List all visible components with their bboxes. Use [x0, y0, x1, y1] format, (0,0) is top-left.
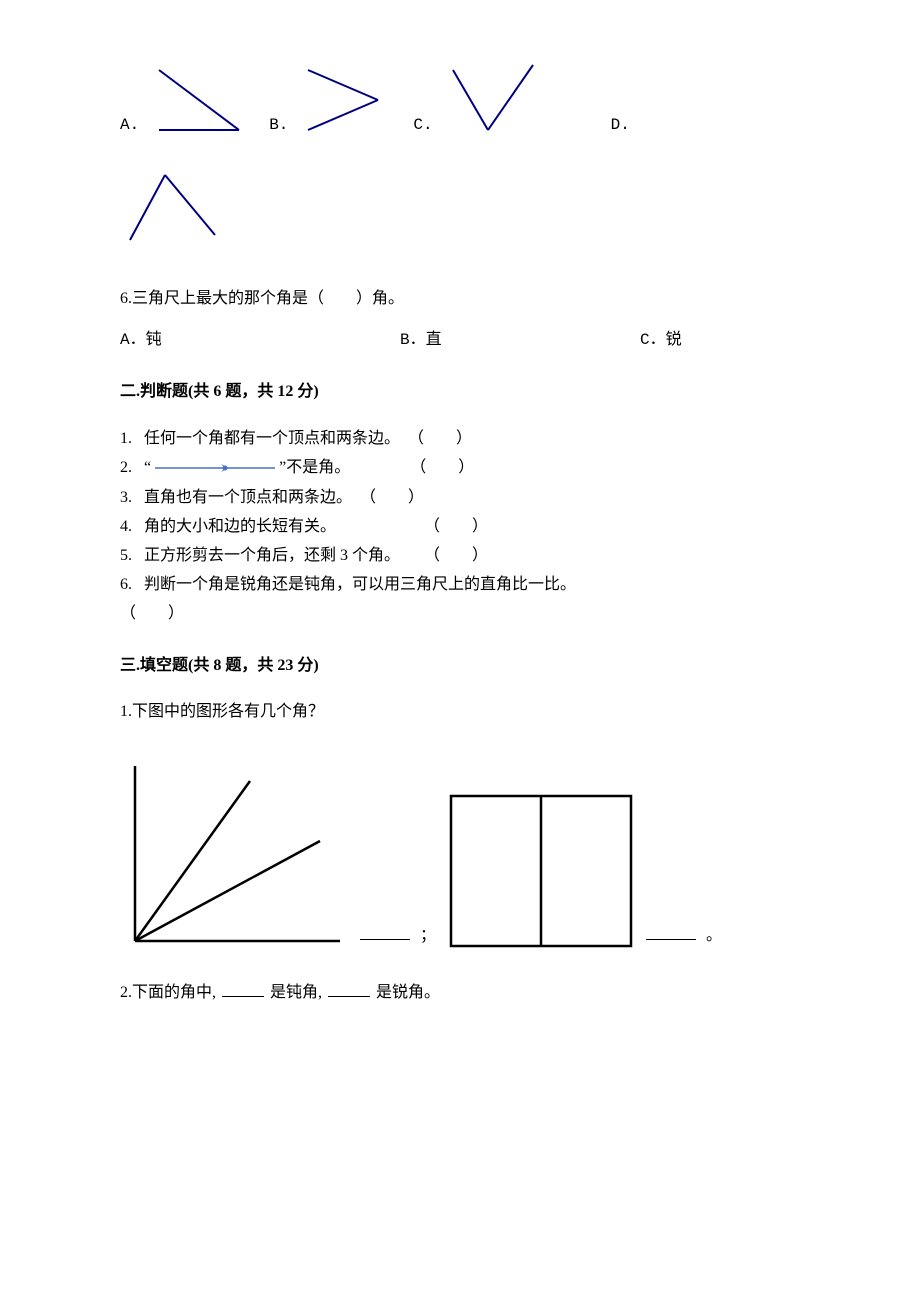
fill-q1-blank-2: [646, 922, 696, 951]
q5-options-row: A. B. C. D.: [120, 60, 800, 140]
angle-c-icon: [443, 60, 543, 140]
judge-3-num: 3.: [120, 484, 144, 511]
judge-6-num: 6.: [120, 571, 144, 598]
judge-item-6: 6. 判断一个角是锐角还是钝角，可以用三角尺上的直角比一比。 （ ）: [120, 571, 800, 627]
judge-2-prefix: “: [144, 454, 151, 481]
fill-q2-blank-2: [328, 981, 370, 997]
angle-a-icon: [149, 60, 249, 140]
rect-figure-2-icon: [446, 791, 636, 951]
q5-opt-d-label: D.: [611, 111, 630, 140]
fill-q2-prefix: 2.下面的角中,: [120, 984, 216, 1001]
q5-option-c: C.: [413, 60, 542, 140]
q6-options: A．钝 B．直 C．锐: [120, 326, 800, 355]
judge-item-1: 1. 任何一个角都有一个顶点和两条边。 （ ）: [120, 425, 800, 452]
fill-q1-blank-1: [360, 922, 410, 951]
section3-header: 三.填空题(共 8 题，共 23 分): [120, 652, 800, 681]
q6-opt-a: A．钝: [120, 326, 400, 355]
q6-opt-c: C．锐: [640, 326, 800, 355]
judge-3-paren: （ ）: [360, 484, 424, 511]
q5-opt-b-label: B.: [269, 111, 288, 140]
q5-option-b: B.: [269, 60, 393, 140]
judge-5-text: 正方形剪去一个角后，还剩 3 个角。: [144, 542, 400, 569]
judge-4-text: 角的大小和边的长短有关。: [144, 513, 336, 540]
judge-item-5: 5. 正方形剪去一个角后，还剩 3 个角。 （ ）: [120, 542, 800, 569]
judge-1-num: 1.: [120, 425, 144, 452]
judge-2-num: 2.: [120, 454, 144, 481]
fill-q1-figures: ； 。: [120, 751, 800, 951]
q5-opt-a-label: A.: [120, 111, 139, 140]
angle-d-icon: [120, 160, 230, 250]
judge-item-2: 2. “ ”不是角。 （ ）: [120, 454, 800, 481]
q5-option-a: A.: [120, 60, 249, 140]
q6-text: 6.三角尺上最大的那个角是（ ）角。: [120, 285, 800, 314]
fill-q1-end: 。: [706, 922, 722, 951]
fill-q1-text: 1.下图中的图形各有几个角？: [120, 698, 800, 727]
section2-header: 二.判断题(共 6 题，共 12 分): [120, 378, 800, 407]
judge-2-paren: （ ）: [410, 454, 474, 481]
fill-q2-blank-1: [222, 981, 264, 997]
judge-2-suffix: ”不是角。: [279, 454, 350, 481]
angle-b-icon: [298, 60, 393, 140]
judge-4-paren: （ ）: [424, 513, 488, 540]
q5-option-d-label-only: D.: [611, 111, 630, 140]
judge-item-4: 4. 角的大小和边的长短有关。 （ ）: [120, 513, 800, 540]
judge-3-text: 直角也有一个顶点和两条边。: [144, 484, 352, 511]
judge-4-num: 4.: [120, 513, 144, 540]
judge-6-text: 判断一个角是锐角还是钝角，可以用三角尺上的直角比一比。: [144, 571, 576, 598]
judge-1-paren: （ ）: [408, 425, 472, 452]
q6-opt-b: B．直: [400, 326, 640, 355]
angles-figure-1-icon: [120, 751, 350, 951]
judge-6-paren: （ ）: [120, 600, 184, 627]
judge-5-paren: （ ）: [424, 542, 488, 569]
judge-item-3: 3. 直角也有一个顶点和两条边。 （ ）: [120, 484, 800, 511]
fill-q2-mid2: 是锐角。: [376, 984, 440, 1001]
q5-opt-c-label: C.: [413, 111, 432, 140]
q5-option-d-figure-row: [120, 160, 800, 261]
fill-q1-sep: ；: [420, 922, 436, 951]
line-segment-icon: [155, 462, 275, 474]
fill-q2: 2.下面的角中, 是钝角, 是锐角。: [120, 979, 800, 1008]
judge-5-num: 5.: [120, 542, 144, 569]
judge-1-text: 任何一个角都有一个顶点和两条边。: [144, 425, 400, 452]
fill-q2-mid1: 是钝角,: [270, 984, 322, 1001]
